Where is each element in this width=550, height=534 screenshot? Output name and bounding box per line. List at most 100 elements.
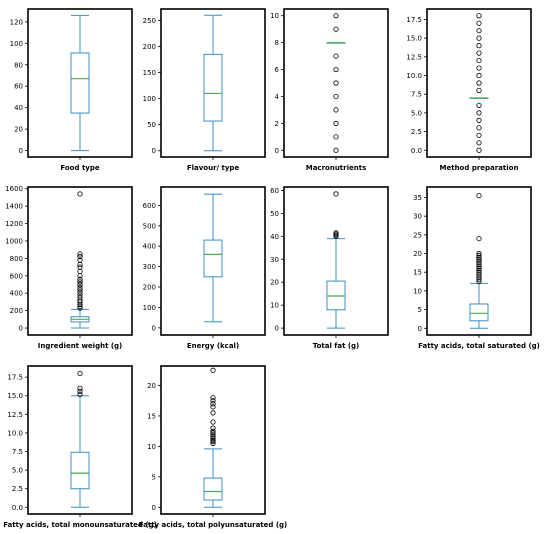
subplot-4: 0.0 2.5 5.0 7.5 10.0 12.5 15.0 17.5 Method prepa… (406, 8, 532, 172)
x-axis-label: Energy (kcal) (187, 342, 239, 350)
outlier-point (333, 230, 339, 236)
x-axis-label: Flavour/ type (187, 164, 240, 172)
subplot-10: 0 5 10 15 20 Fatty acids, total polyunsaturat… (139, 365, 287, 529)
y-tick-label: 6 (275, 66, 280, 74)
outlier-point (476, 278, 482, 285)
y-tick-label: 12.5 (7, 411, 23, 419)
outlier-point (210, 428, 216, 434)
outlier-point (476, 271, 482, 277)
y-tick-label: 100 (143, 304, 156, 312)
outlier-point (476, 269, 482, 275)
outlier-point (77, 385, 83, 391)
outlier-point (476, 13, 482, 19)
y-tick-label: 200 (143, 284, 156, 292)
outlier-point (210, 435, 216, 442)
y-tick-label: 2 (275, 120, 279, 128)
y-tick-label: 8 (275, 39, 279, 47)
outlier-point (476, 262, 482, 268)
y-tick-label: 0 (152, 504, 156, 512)
outlier-point (476, 252, 482, 258)
y-tick-label: 5 (418, 306, 422, 314)
outlier-point (476, 260, 482, 266)
y-tick-label: 1400 (5, 203, 23, 211)
outlier-point (476, 28, 482, 34)
x-axis-label: Method preparation (440, 164, 519, 172)
subplot-5: 0 200 400 600 800 1000 1200 1400 1600 Ingredient … (5, 185, 133, 350)
y-tick-label: 2.5 (12, 485, 23, 493)
subplot-9: 0.0 2.5 5.0 7.5 10.0 12.5 15.0 17.5 Fatty acids,… (3, 365, 157, 529)
x-axis-label: Fatty acids, total monounsaturated (g) (3, 521, 157, 529)
y-tick-label: 60 (14, 83, 23, 91)
outlier-point (476, 117, 482, 123)
outlier-point (77, 297, 83, 303)
outlier-point (210, 410, 216, 416)
outlier-point (77, 268, 83, 275)
y-tick-label: 10.0 (406, 72, 422, 80)
subplot-2: 0 50 100 150 200 250 Flavour/ type (143, 8, 266, 172)
y-tick-label: 0.0 (411, 147, 422, 155)
outlier-point (77, 261, 83, 268)
outlier-point (77, 254, 83, 260)
y-tick-label: 150 (143, 69, 156, 77)
outlier-point (210, 401, 216, 407)
subplot-6: 0 100 200 300 400 500 600 Energy (kcal) (143, 186, 266, 350)
outlier-point (476, 256, 482, 262)
y-tick-label: 400 (10, 290, 23, 298)
y-tick-label: 40 (14, 104, 23, 112)
y-tick-label: 7.5 (12, 448, 23, 456)
outlier-point (333, 66, 339, 73)
y-tick-label: 10 (270, 12, 279, 20)
y-tick-label: 17.5 (406, 16, 422, 24)
y-tick-label: 40 (270, 233, 279, 241)
y-tick-label: 15.0 (7, 392, 23, 400)
plot-frame (160, 365, 266, 515)
y-tick-label: 35 (413, 194, 422, 202)
plot-frame (426, 8, 532, 158)
outlier-point (476, 235, 482, 242)
iqr-box (203, 53, 223, 122)
x-axis-label: Ingredient weight (g) (38, 342, 123, 350)
outlier-point (476, 110, 482, 116)
plot-frame (27, 186, 133, 336)
plot-frame (160, 8, 266, 158)
y-tick-label: 20 (147, 382, 156, 390)
x-axis-label: Fatty acids, total saturated (g) (418, 342, 540, 350)
outlier-point (476, 50, 482, 56)
outlier-point (77, 276, 83, 282)
plot-frame (160, 186, 266, 336)
outlier-point (476, 273, 482, 279)
y-tick-label: 0 (275, 147, 279, 155)
y-tick-label: 2.5 (411, 128, 422, 136)
outlier-point (77, 257, 83, 263)
outlier-point (77, 287, 83, 293)
outlier-point (476, 72, 482, 79)
outlier-point (77, 251, 83, 257)
y-tick-label: 0 (152, 147, 156, 155)
y-tick-label: 20 (14, 126, 23, 134)
outlier-point (476, 192, 482, 199)
outlier-point (333, 134, 339, 140)
plot-frame (27, 8, 133, 158)
outlier-point (476, 132, 482, 138)
outlier-point (476, 102, 482, 109)
outlier-point (333, 191, 339, 197)
y-tick-label: 0 (19, 325, 23, 333)
y-tick-label: 15.0 (406, 35, 422, 43)
y-tick-label: 5.0 (411, 109, 422, 117)
outlier-point (476, 43, 482, 49)
x-axis-label: Macronutrients (306, 164, 367, 172)
outlier-point (210, 440, 216, 446)
outlier-point (210, 419, 216, 425)
outlier-point (210, 425, 216, 431)
outlier-point (333, 80, 339, 86)
outlier-point (77, 289, 83, 295)
outlier-point (77, 281, 83, 288)
outlier-point (476, 265, 482, 272)
outlier-point (210, 398, 216, 404)
iqr-box (469, 303, 489, 322)
outlier-point (476, 275, 482, 281)
y-tick-label: 300 (143, 263, 156, 271)
y-tick-label: 100 (10, 40, 23, 48)
outlier-point (476, 267, 482, 273)
iqr-box (203, 477, 223, 501)
